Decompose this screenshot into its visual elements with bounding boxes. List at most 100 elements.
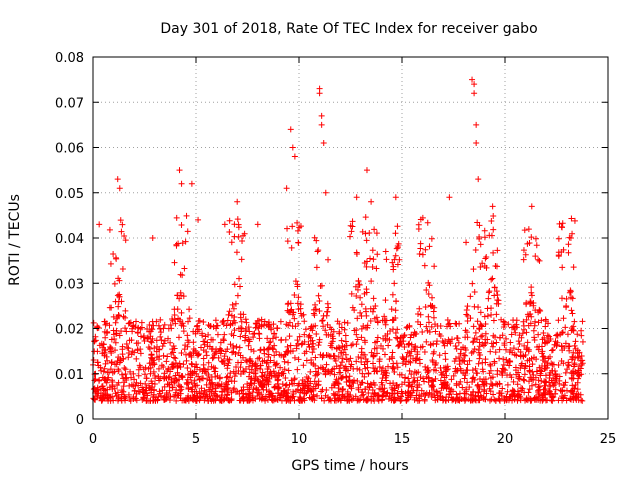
data-point bbox=[363, 167, 370, 174]
data-point bbox=[520, 322, 527, 329]
data-point bbox=[470, 374, 477, 381]
data-point bbox=[183, 379, 190, 386]
data-point bbox=[266, 394, 273, 401]
data-point bbox=[462, 347, 469, 354]
data-point bbox=[428, 323, 435, 330]
data-point bbox=[201, 338, 208, 345]
data-point bbox=[187, 374, 194, 381]
data-point bbox=[485, 295, 492, 302]
y-tick-label: 0.03 bbox=[55, 277, 84, 292]
data-point bbox=[571, 217, 578, 224]
data-point bbox=[560, 315, 567, 322]
data-point bbox=[231, 378, 238, 385]
data-point bbox=[214, 331, 221, 338]
data-point bbox=[486, 397, 493, 404]
data-point bbox=[395, 343, 402, 350]
data-point bbox=[154, 343, 161, 350]
data-point bbox=[231, 313, 238, 320]
data-point bbox=[467, 293, 474, 300]
data-point bbox=[118, 387, 125, 394]
data-point bbox=[513, 352, 520, 359]
data-point bbox=[122, 366, 129, 373]
data-point bbox=[374, 393, 381, 400]
data-point bbox=[336, 330, 343, 337]
data-point bbox=[474, 381, 481, 388]
data-point bbox=[446, 338, 453, 345]
data-point bbox=[318, 282, 325, 289]
data-point bbox=[558, 358, 565, 365]
data-point bbox=[116, 332, 123, 339]
data-point bbox=[200, 365, 207, 372]
data-point bbox=[219, 359, 226, 366]
data-point bbox=[396, 342, 403, 349]
data-point bbox=[114, 389, 121, 396]
data-point bbox=[358, 345, 365, 352]
data-point bbox=[231, 327, 238, 334]
data-point bbox=[220, 337, 227, 344]
data-point bbox=[256, 354, 263, 361]
data-point bbox=[364, 324, 371, 331]
data-point bbox=[285, 300, 292, 307]
data-point bbox=[324, 321, 331, 328]
data-point bbox=[276, 392, 283, 399]
data-point bbox=[544, 359, 551, 366]
data-point bbox=[431, 263, 438, 270]
data-point bbox=[549, 346, 556, 353]
data-point bbox=[426, 282, 433, 289]
data-point bbox=[291, 292, 298, 298]
data-point bbox=[547, 383, 554, 390]
x-tick-label: 10 bbox=[291, 432, 308, 447]
data-point bbox=[478, 333, 485, 340]
data-point bbox=[355, 354, 362, 361]
data-point bbox=[459, 384, 466, 391]
data-point bbox=[461, 375, 468, 382]
data-point bbox=[563, 387, 570, 394]
data-point bbox=[454, 367, 461, 374]
data-point bbox=[273, 373, 280, 380]
data-point bbox=[409, 389, 416, 396]
data-point bbox=[228, 239, 235, 246]
data-point bbox=[561, 392, 568, 399]
data-point bbox=[115, 303, 122, 310]
data-point bbox=[463, 311, 470, 318]
data-point bbox=[360, 322, 367, 329]
data-point bbox=[536, 306, 543, 313]
data-point bbox=[136, 362, 143, 369]
data-point bbox=[146, 345, 153, 352]
data-point bbox=[252, 324, 259, 331]
data-point bbox=[295, 320, 302, 327]
data-point bbox=[480, 368, 487, 375]
data-point bbox=[348, 290, 355, 297]
data-point bbox=[285, 359, 292, 366]
data-point bbox=[108, 349, 115, 356]
data-point bbox=[504, 388, 511, 395]
data-point bbox=[486, 370, 493, 377]
data-point bbox=[325, 352, 332, 359]
data-point bbox=[233, 343, 240, 350]
data-point bbox=[551, 341, 558, 348]
data-point bbox=[490, 391, 497, 398]
data-point bbox=[110, 313, 117, 320]
data-point bbox=[346, 358, 353, 365]
data-point bbox=[174, 292, 181, 299]
data-point bbox=[523, 301, 530, 308]
data-point bbox=[462, 372, 469, 379]
data-point bbox=[319, 386, 326, 393]
data-point bbox=[252, 363, 259, 370]
data-point bbox=[479, 260, 486, 267]
data-point bbox=[436, 352, 443, 359]
data-point bbox=[503, 393, 510, 400]
data-point bbox=[180, 361, 187, 368]
data-point bbox=[257, 362, 264, 369]
data-point bbox=[268, 326, 275, 333]
data-point bbox=[178, 221, 185, 228]
data-point bbox=[405, 381, 412, 388]
data-point bbox=[315, 247, 322, 254]
data-point bbox=[107, 366, 114, 373]
data-point bbox=[414, 384, 421, 391]
data-point bbox=[527, 320, 534, 327]
data-point bbox=[119, 221, 126, 228]
data-point bbox=[401, 343, 408, 350]
data-point bbox=[353, 331, 360, 338]
data-point bbox=[179, 320, 186, 327]
